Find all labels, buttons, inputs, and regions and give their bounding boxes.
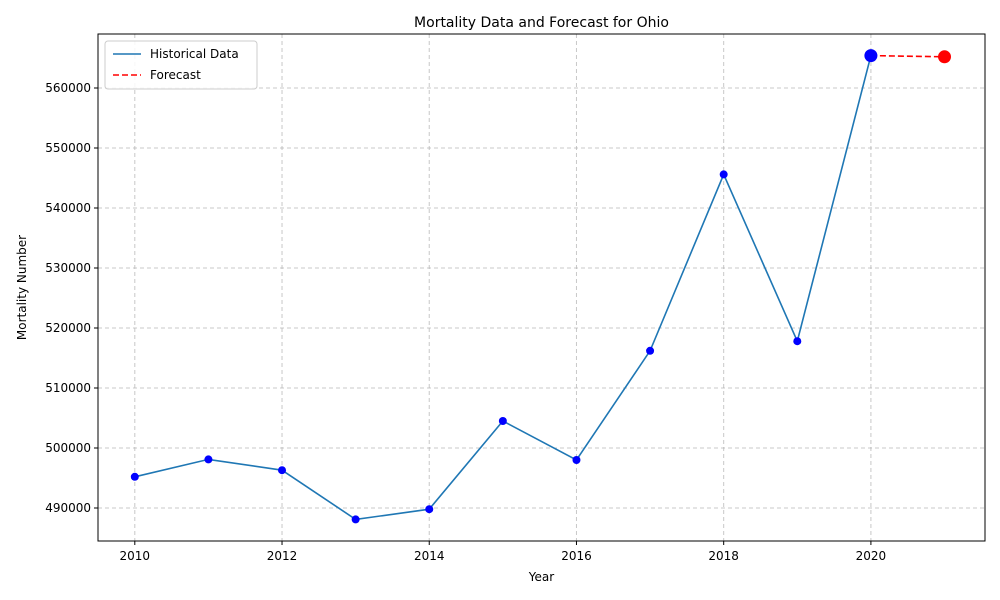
legend-box	[104, 40, 258, 90]
y-axis-label: Mortality Number	[15, 235, 29, 340]
plot-frame	[97, 33, 986, 542]
x-tick-label: 2016	[561, 549, 592, 563]
historical-point	[425, 505, 434, 514]
historical-point	[204, 455, 213, 464]
grid-lines	[98, 34, 985, 541]
legend-label: Historical Data	[150, 47, 239, 61]
x-tick-label: 2012	[267, 549, 298, 563]
series-line-forecast	[870, 54, 945, 58]
historical-point	[646, 346, 655, 355]
y-tick-label: 550000	[45, 141, 91, 155]
series-layer	[134, 54, 945, 521]
x-tick-label: 2014	[414, 549, 445, 563]
legend: Historical Data Forecast	[104, 40, 258, 90]
y-tick-label: 510000	[45, 381, 91, 395]
forecast-point	[938, 50, 952, 64]
y-tick-label: 490000	[45, 501, 91, 515]
y-tick-label: 540000	[45, 201, 91, 215]
tick-layer: 2010 2012 2014 2016 2018 2020 490000 500000 5100…	[45, 81, 886, 563]
series-line-historical	[134, 55, 872, 521]
historical-point	[572, 456, 581, 464]
legend-label: Forecast	[150, 68, 201, 82]
historical-point	[351, 515, 360, 524]
historical-point	[278, 466, 287, 475]
chart-title: Mortality Data and Forecast for Ohio	[414, 15, 669, 31]
x-tick-label: 2020	[856, 549, 887, 563]
y-tick-label: 530000	[45, 261, 91, 275]
historical-point	[719, 170, 728, 179]
x-axis-label: Year	[528, 570, 554, 584]
historical-point	[793, 337, 802, 346]
y-tick-label: 500000	[45, 441, 91, 455]
y-tick-label: 560000	[45, 81, 91, 95]
x-tick-label: 2010	[120, 549, 151, 563]
x-tick-label: 2018	[708, 549, 739, 563]
marker-layer	[130, 49, 952, 524]
historical-point	[864, 49, 878, 63]
historical-point	[498, 417, 507, 425]
historical-point	[130, 472, 139, 481]
y-tick-label: 520000	[45, 321, 91, 335]
